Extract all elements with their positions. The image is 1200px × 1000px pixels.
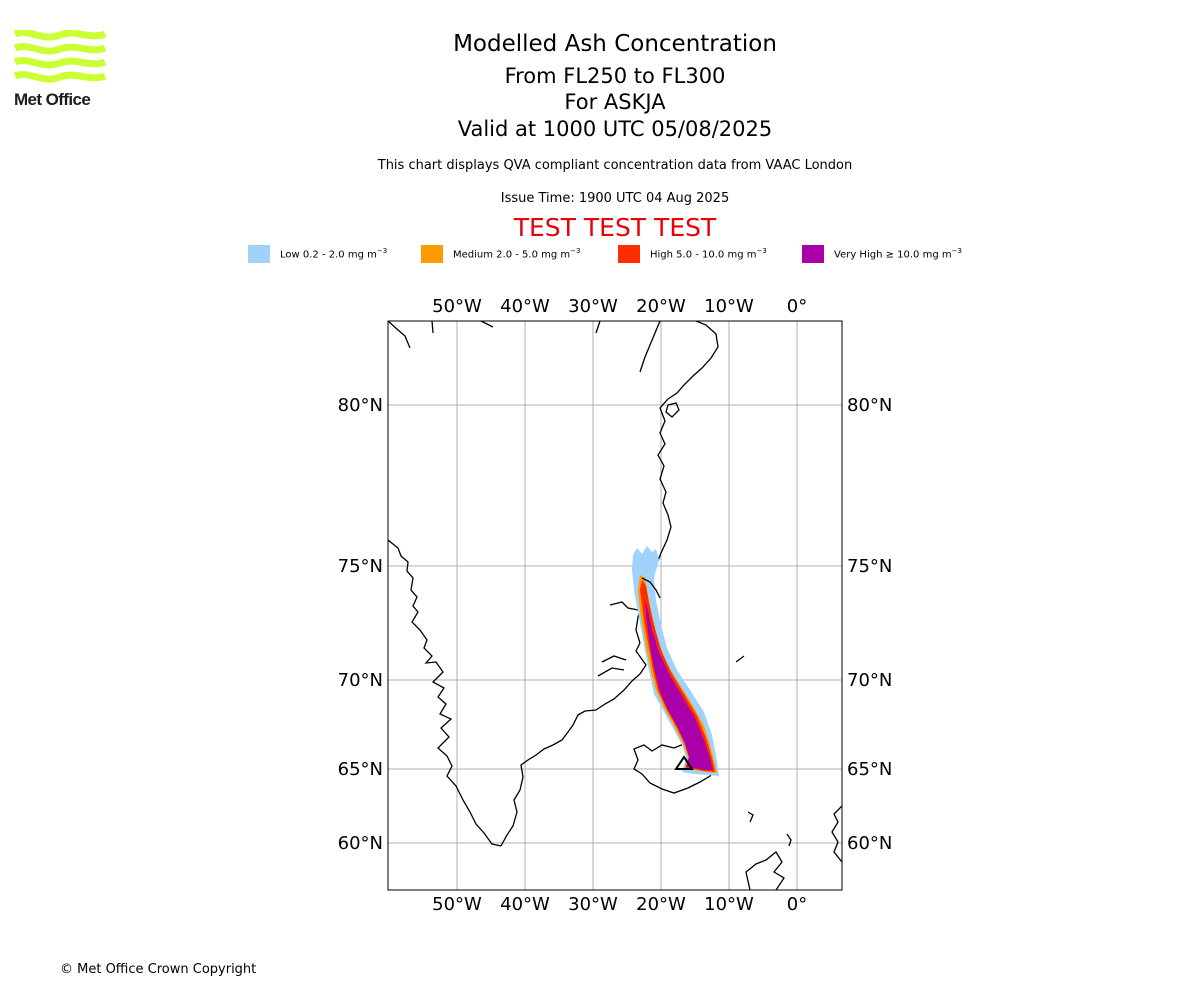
lon-tick-bottom-40w: 40°W: [500, 894, 550, 915]
lon-ticks-top: 50°W 40°W 30°W 20°W 10°W 0°: [432, 296, 807, 317]
greenland-island-northeast: [665, 402, 680, 418]
faroe-islands: [747, 811, 754, 823]
legend-swatch-medium: [421, 245, 443, 263]
legend-label-medium: Medium 2.0 - 5.0 mg m−3: [453, 247, 581, 261]
lon-tick-bottom-50w: 50°W: [432, 894, 482, 915]
graticule: [388, 321, 842, 890]
map-frame: [387, 320, 843, 891]
norway: [831, 805, 842, 863]
lon-tick-top-10w: 10°W: [704, 296, 754, 317]
jan-mayen: [735, 655, 745, 663]
legend-label-very-high: Very High ≥ 10.0 mg m−3: [834, 247, 962, 261]
issue-time: Issue Time: 1900 UTC 04 Aug 2025: [500, 191, 730, 206]
lon-tick-bottom-0: 0°: [787, 894, 807, 915]
lat-tick-right-60n: 60°N: [847, 833, 892, 854]
met-office-logo: Met Office: [13, 29, 114, 112]
lat-ticks-left: 80°N 75°N 70°N 65°N 60°N: [338, 395, 383, 854]
test-banner: TEST TEST TEST: [513, 213, 717, 242]
legend-swatch-high: [618, 245, 640, 263]
lon-tick-top-0: 0°: [787, 296, 807, 317]
coastlines-overlay: [641, 577, 661, 599]
lat-tick-right-65n: 65°N: [847, 759, 892, 780]
legend-label-low: Low 0.2 - 2.0 mg m−3: [280, 247, 388, 261]
greenland-west-coast: [388, 539, 502, 847]
coastlines: [388, 321, 842, 890]
ash-very-high-area: [645, 600, 713, 770]
coastline-over-plume: [641, 577, 661, 599]
met-office-wave-icon: [13, 29, 107, 83]
shetland: [786, 833, 792, 847]
lat-tick-left-80n: 80°N: [338, 395, 383, 416]
met-office-logo-text: Met Office: [14, 90, 91, 109]
lon-tick-bottom-20w: 20°W: [636, 894, 686, 915]
valid-time: Valid at 1000 UTC 05/08/2025: [457, 117, 773, 141]
ash-plume: [632, 546, 719, 776]
legend-label-high: High 5.0 - 10.0 mg m−3: [650, 247, 767, 261]
greenland-north-coast: [388, 321, 661, 373]
lat-tick-left-70n: 70°N: [338, 670, 383, 691]
lat-ticks-right: 80°N 75°N 70°N 65°N 60°N: [847, 395, 892, 854]
lon-tick-top-40w: 40°W: [500, 296, 550, 317]
lon-tick-top-30w: 30°W: [568, 296, 618, 317]
lon-tick-top-20w: 20°W: [636, 296, 686, 317]
greenland-south-coast: [500, 642, 647, 847]
lat-tick-left-75n: 75°N: [338, 556, 383, 577]
scotland: [745, 851, 785, 890]
flight-level-range: From FL250 to FL300: [504, 64, 726, 88]
lon-ticks-bottom: 50°W 40°W 30°W 20°W 10°W 0°: [432, 894, 807, 915]
legend-swatch-very-high: [802, 245, 824, 263]
legend-swatch-low: [248, 245, 270, 263]
lat-tick-right-75n: 75°N: [847, 556, 892, 577]
copyright-notice: © Met Office Crown Copyright: [60, 962, 257, 977]
lat-tick-left-60n: 60°N: [338, 833, 383, 854]
volcano-name: For ASKJA: [564, 90, 666, 114]
map-content: [388, 321, 842, 890]
lat-tick-right-70n: 70°N: [847, 670, 892, 691]
volcano-triangle-icon: [674, 755, 694, 770]
lat-tick-left-65n: 65°N: [338, 759, 383, 780]
lon-tick-bottom-30w: 30°W: [568, 894, 618, 915]
lat-tick-right-80n: 80°N: [847, 395, 892, 416]
chart-title: Modelled Ash Concentration: [453, 31, 777, 57]
lon-tick-top-50w: 50°W: [432, 296, 482, 317]
lon-tick-bottom-10w: 10°W: [704, 894, 754, 915]
chart-description: This chart displays QVA compliant concen…: [377, 158, 853, 173]
